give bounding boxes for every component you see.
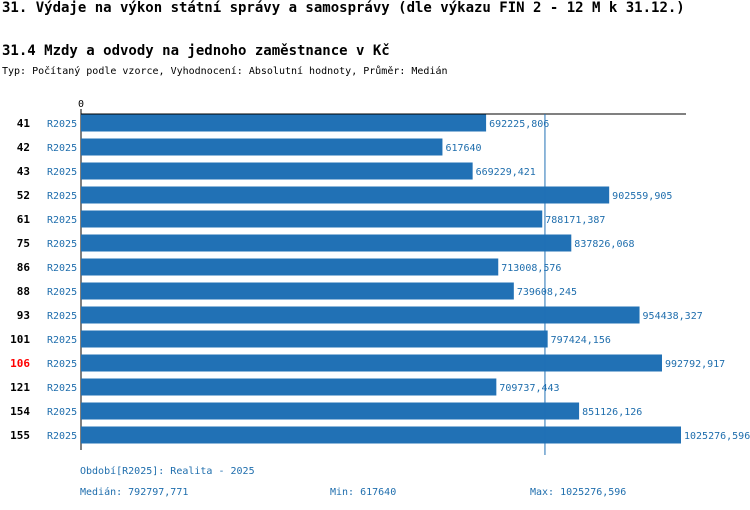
series-label: R2025 — [47, 407, 77, 418]
category-label: 75 — [17, 237, 30, 250]
category-label: 41 — [17, 117, 31, 130]
value-label: 954438,327 — [643, 311, 703, 322]
series-label: R2025 — [47, 383, 77, 394]
series-label: R2025 — [47, 335, 77, 346]
value-label: 788171,387 — [545, 215, 605, 226]
category-label: 121 — [10, 381, 30, 394]
category-label: 86 — [17, 261, 31, 274]
median-summary: Medián: 792797,771 — [80, 487, 189, 498]
max-summary: Max: 1025276,596 — [530, 487, 627, 498]
series-label: R2025 — [47, 143, 77, 154]
category-label: 42 — [17, 141, 30, 154]
series-label: R2025 — [47, 359, 77, 370]
bar — [81, 402, 580, 420]
bar — [81, 378, 497, 396]
category-label: 106 — [10, 357, 30, 370]
value-label: 902559,905 — [612, 191, 672, 202]
bar — [81, 210, 543, 228]
period-info: Období[R2025]: Realita - 2025 — [80, 466, 255, 477]
min-summary: Min: 617640 — [330, 487, 397, 498]
category-label: 154 — [10, 405, 30, 418]
value-label: 1025276,596 — [684, 431, 750, 442]
value-label: 669229,421 — [476, 167, 536, 178]
category-label: 93 — [17, 309, 30, 322]
series-label: R2025 — [47, 119, 77, 130]
category-label: 88 — [17, 285, 30, 298]
series-label: R2025 — [47, 191, 77, 202]
value-label: 739608,245 — [517, 287, 577, 298]
bar — [81, 354, 662, 372]
value-label: 709737,443 — [499, 383, 559, 394]
category-label: 155 — [10, 429, 30, 442]
series-label: R2025 — [47, 431, 77, 442]
value-label: 837826,068 — [574, 239, 634, 250]
page-title: 31. Výdaje na výkon státní správy a samo… — [2, 0, 685, 16]
bar — [81, 162, 473, 180]
bar — [81, 426, 681, 444]
category-label: 61 — [17, 213, 31, 226]
series-label: R2025 — [47, 167, 77, 178]
value-label: 797424,156 — [551, 335, 611, 346]
bar — [81, 330, 548, 348]
bar — [81, 282, 514, 300]
value-label: 992792,917 — [665, 359, 725, 370]
bar — [81, 186, 610, 204]
bar — [81, 234, 572, 252]
chart-subtitle: 31.4 Mzdy a odvody na jednoho zaměstnanc… — [2, 43, 390, 59]
chart-type-description: Typ: Počítaný podle vzorce, Vyhodnocení:… — [2, 66, 448, 77]
category-label: 43 — [17, 165, 30, 178]
category-label: 52 — [17, 189, 30, 202]
series-label: R2025 — [47, 215, 77, 226]
bar — [81, 138, 443, 156]
value-label: 617640 — [445, 143, 481, 154]
bar — [81, 114, 487, 132]
value-label: 692225,806 — [489, 119, 549, 130]
axis-zero-label: 0 — [78, 99, 84, 110]
value-label: 851126,126 — [582, 407, 642, 418]
series-label: R2025 — [47, 263, 77, 274]
category-label: 101 — [10, 333, 30, 346]
series-label: R2025 — [47, 239, 77, 250]
series-label: R2025 — [47, 311, 77, 322]
bar — [81, 258, 499, 276]
value-label: 713008,576 — [501, 263, 561, 274]
bar — [81, 306, 640, 324]
series-label: R2025 — [47, 287, 77, 298]
